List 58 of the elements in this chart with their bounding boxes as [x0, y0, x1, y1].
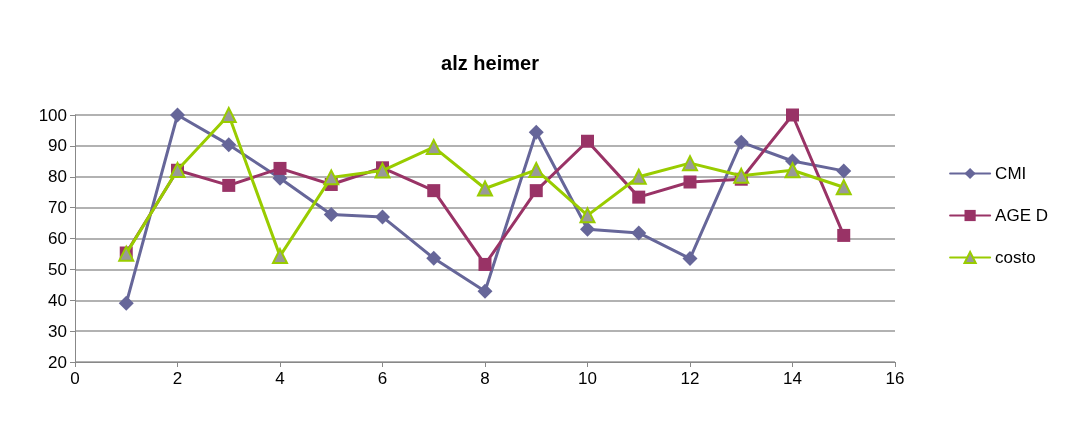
x-tick-label: 2	[172, 369, 183, 388]
point	[836, 163, 852, 179]
point	[733, 134, 749, 150]
point	[528, 161, 545, 178]
y-tick-label: 30	[48, 321, 67, 341]
point	[579, 207, 596, 224]
point	[682, 155, 698, 172]
point	[786, 108, 799, 122]
point	[221, 137, 237, 153]
point	[477, 283, 493, 299]
point	[477, 180, 493, 197]
y-tick-label: 40	[48, 290, 67, 310]
point	[632, 190, 646, 204]
y-tick-label: 50	[48, 259, 67, 279]
point	[580, 221, 595, 237]
point	[682, 251, 698, 267]
point	[374, 162, 391, 179]
point	[835, 179, 852, 196]
point	[272, 248, 288, 265]
x-tick-label: 16	[885, 369, 905, 388]
point	[323, 206, 339, 222]
y-tick-label: 80	[48, 167, 67, 187]
y-tick-label: 100	[38, 105, 67, 125]
legend-label: CMI	[995, 164, 1027, 183]
x-tick-label: 4	[275, 369, 285, 388]
point	[478, 257, 492, 271]
chart-title: alz heimer	[441, 52, 540, 74]
legend-label: costo	[995, 248, 1036, 267]
point	[683, 175, 697, 189]
y-tick-label: 60	[48, 229, 67, 248]
point	[220, 107, 237, 123]
point	[581, 134, 594, 148]
x-tick-label: 14	[783, 369, 802, 388]
x-tick-label: 8	[480, 369, 490, 388]
point	[427, 184, 441, 198]
point	[118, 295, 134, 311]
point	[529, 184, 543, 198]
y-tick-label: 20	[48, 352, 67, 372]
point	[630, 168, 647, 185]
y-tick-label: 70	[48, 198, 67, 218]
point	[425, 139, 442, 156]
point	[784, 162, 801, 179]
point	[323, 169, 340, 186]
point	[222, 178, 236, 192]
point	[273, 161, 287, 175]
x-tick-label: 0	[70, 369, 80, 388]
point	[375, 209, 390, 225]
point	[528, 124, 544, 140]
point	[426, 250, 442, 266]
x-tick-label: 12	[680, 369, 700, 388]
point	[837, 228, 851, 242]
point	[733, 167, 750, 184]
x-tick-label: 10	[578, 369, 597, 388]
x-tick-label: 6	[377, 369, 388, 388]
point	[170, 107, 185, 123]
legend-label: AGE D	[995, 206, 1049, 225]
point	[631, 225, 647, 241]
y-tick-label: 90	[48, 136, 67, 156]
